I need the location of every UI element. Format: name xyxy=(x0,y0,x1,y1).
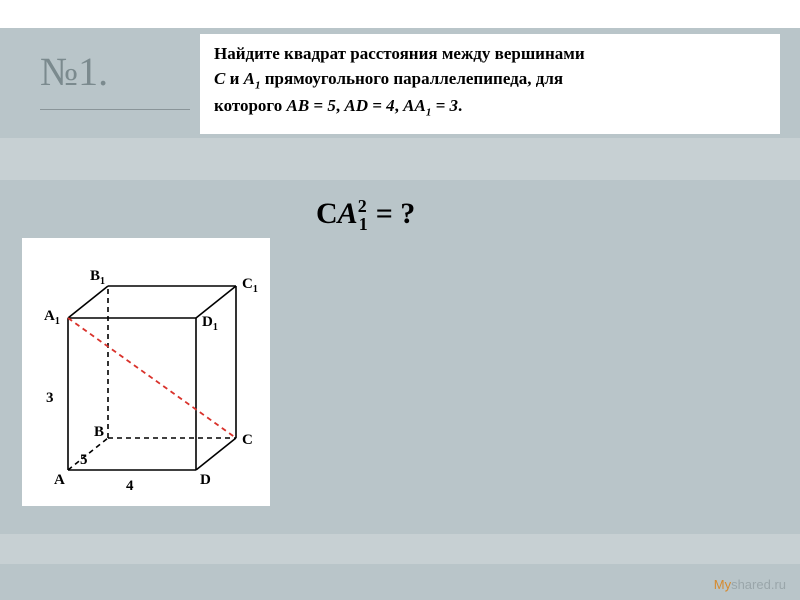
footer-band xyxy=(0,534,800,564)
var-A1: A1 xyxy=(244,69,261,88)
text: , xyxy=(395,96,404,115)
text: и xyxy=(230,69,244,88)
watermark-shared: shared.ru xyxy=(731,577,786,592)
text: . xyxy=(458,96,462,115)
vertex-label: A1 xyxy=(44,308,60,327)
vertex-label: B1 xyxy=(90,268,105,287)
vertex-label: B xyxy=(94,424,104,441)
q-eq: = ? xyxy=(376,197,416,230)
vertex-label: D xyxy=(200,472,211,489)
divider xyxy=(40,109,190,110)
header-band xyxy=(0,138,800,180)
var-AA1: AA1 = 3 xyxy=(403,96,458,115)
problem-number: №1. xyxy=(40,48,108,95)
var-AB: AB = 5 xyxy=(286,96,335,115)
text: которого xyxy=(214,96,286,115)
text: Найдите квадрат расстояния между вершина… xyxy=(214,44,585,63)
edge-label: 3 xyxy=(46,390,54,407)
var-AD: AD = 4 xyxy=(344,96,394,115)
vertex-label: A xyxy=(54,472,65,489)
edge-label: 4 xyxy=(126,478,134,495)
diagram: A D B C A1 D1 B1 C1 5 4 3 xyxy=(22,238,270,506)
vertex-label: C xyxy=(242,432,253,449)
question-formula: CA21 = ? xyxy=(316,196,415,235)
problem-statement: Найдите квадрат расстояния между вершина… xyxy=(200,34,780,134)
diagram-svg xyxy=(22,238,270,506)
var-C: C xyxy=(214,69,225,88)
text: прямоугольного параллелепипеда, для xyxy=(265,69,563,88)
q-sup: 2 xyxy=(358,196,367,216)
vertex-label: D1 xyxy=(202,314,218,333)
q-A: A xyxy=(338,197,358,230)
watermark: Myshared.ru xyxy=(714,577,786,592)
q-sub: 1 xyxy=(359,214,368,234)
q-C: C xyxy=(316,197,338,230)
watermark-my: My xyxy=(714,577,731,592)
top-white-strip xyxy=(0,0,800,28)
vertex-label: C1 xyxy=(242,276,258,295)
edge-label: 5 xyxy=(80,452,88,469)
